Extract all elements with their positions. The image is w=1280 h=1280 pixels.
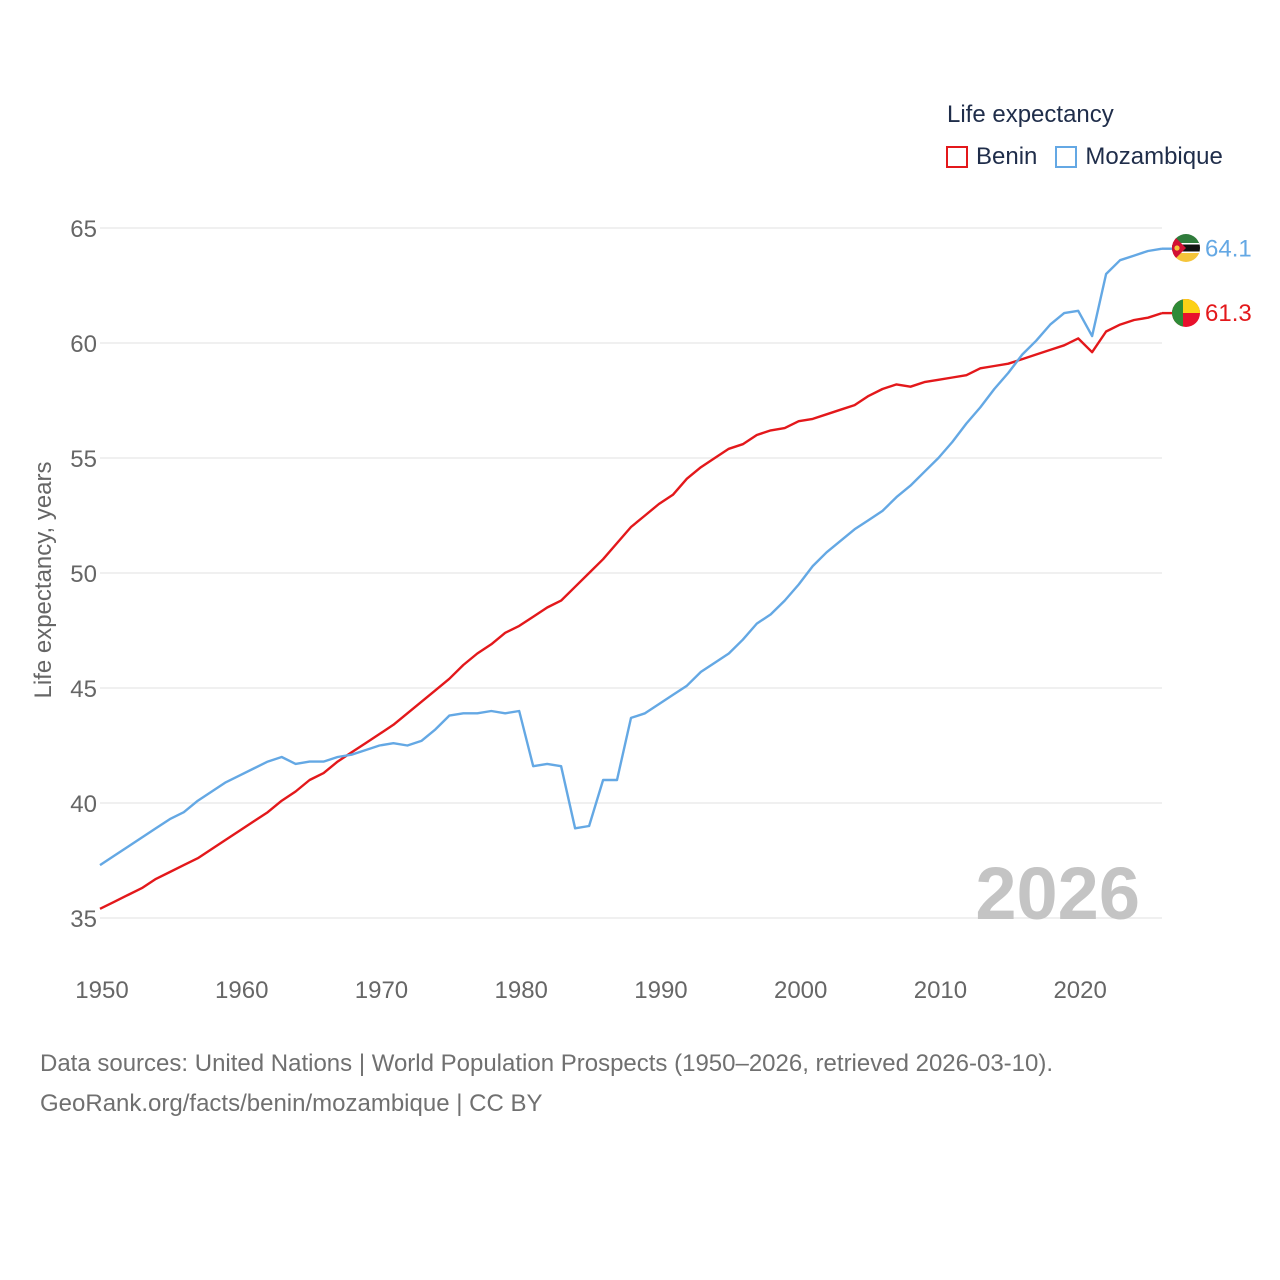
line-chart: 35 40 45 50 55 60 65 1950 1960 1970 1980 1990 2000 2… bbox=[30, 216, 1252, 1004]
y-tick-label-55: 55 bbox=[70, 446, 97, 473]
mozambique-flag-icon bbox=[1172, 234, 1200, 262]
y-axis-label: Life expectancy, years bbox=[30, 461, 57, 698]
x-axis-ticks: 1950 1960 1970 1980 1990 2000 2010 2020 bbox=[75, 977, 1107, 1004]
legend-item-mozambique[interactable]: Mozambique bbox=[1055, 143, 1223, 171]
y-axis-ticks: 35 40 45 50 55 60 65 bbox=[70, 216, 97, 933]
legend-swatch-benin bbox=[946, 146, 968, 168]
legend-title: Life expectancy bbox=[947, 101, 1114, 128]
legend-label-benin: Benin bbox=[976, 143, 1038, 170]
benin-flag-icon bbox=[1172, 299, 1200, 327]
x-tick-label-2010: 2010 bbox=[914, 977, 967, 1004]
source-note: Data sources: United Nations | World Pop… bbox=[40, 1044, 1053, 1124]
year-watermark: 2026 bbox=[975, 852, 1140, 935]
legend-item-benin[interactable]: Benin bbox=[946, 143, 1037, 171]
legend: Benin Mozambique bbox=[946, 143, 1223, 171]
y-tick-label-65: 65 bbox=[70, 216, 97, 243]
y-tick-label-35: 35 bbox=[70, 906, 97, 933]
source-line-2[interactable]: GeoRank.org/facts/benin/mozambique | CC … bbox=[40, 1090, 543, 1117]
y-tick-label-45: 45 bbox=[70, 676, 97, 703]
end-label-benin: 61.3 bbox=[1205, 300, 1252, 327]
x-tick-label-2020: 2020 bbox=[1053, 977, 1106, 1004]
x-tick-label-1990: 1990 bbox=[634, 977, 687, 1004]
legend-label-mozambique: Mozambique bbox=[1085, 143, 1223, 170]
end-label-mozambique: 64.1 bbox=[1205, 236, 1252, 263]
x-tick-label-1950: 1950 bbox=[75, 977, 128, 1004]
y-tick-label-40: 40 bbox=[70, 791, 97, 818]
series-line-mozambique bbox=[99, 247, 1163, 867]
x-tick-label-1960: 1960 bbox=[215, 977, 268, 1004]
series-line-benin bbox=[99, 311, 1163, 910]
y-tick-label-50: 50 bbox=[70, 561, 97, 588]
x-tick-label-1970: 1970 bbox=[355, 977, 408, 1004]
series-lines bbox=[99, 247, 1172, 910]
y-tick-label-60: 60 bbox=[70, 331, 97, 358]
grid-lines bbox=[100, 227, 1162, 919]
legend-swatch-mozambique bbox=[1055, 146, 1078, 168]
source-line-1: Data sources: United Nations | World Pop… bbox=[40, 1050, 1054, 1077]
end-labels: 61.3 64.1 bbox=[1205, 236, 1252, 327]
x-tick-label-1980: 1980 bbox=[495, 977, 548, 1004]
x-tick-label-2000: 2000 bbox=[774, 977, 827, 1004]
